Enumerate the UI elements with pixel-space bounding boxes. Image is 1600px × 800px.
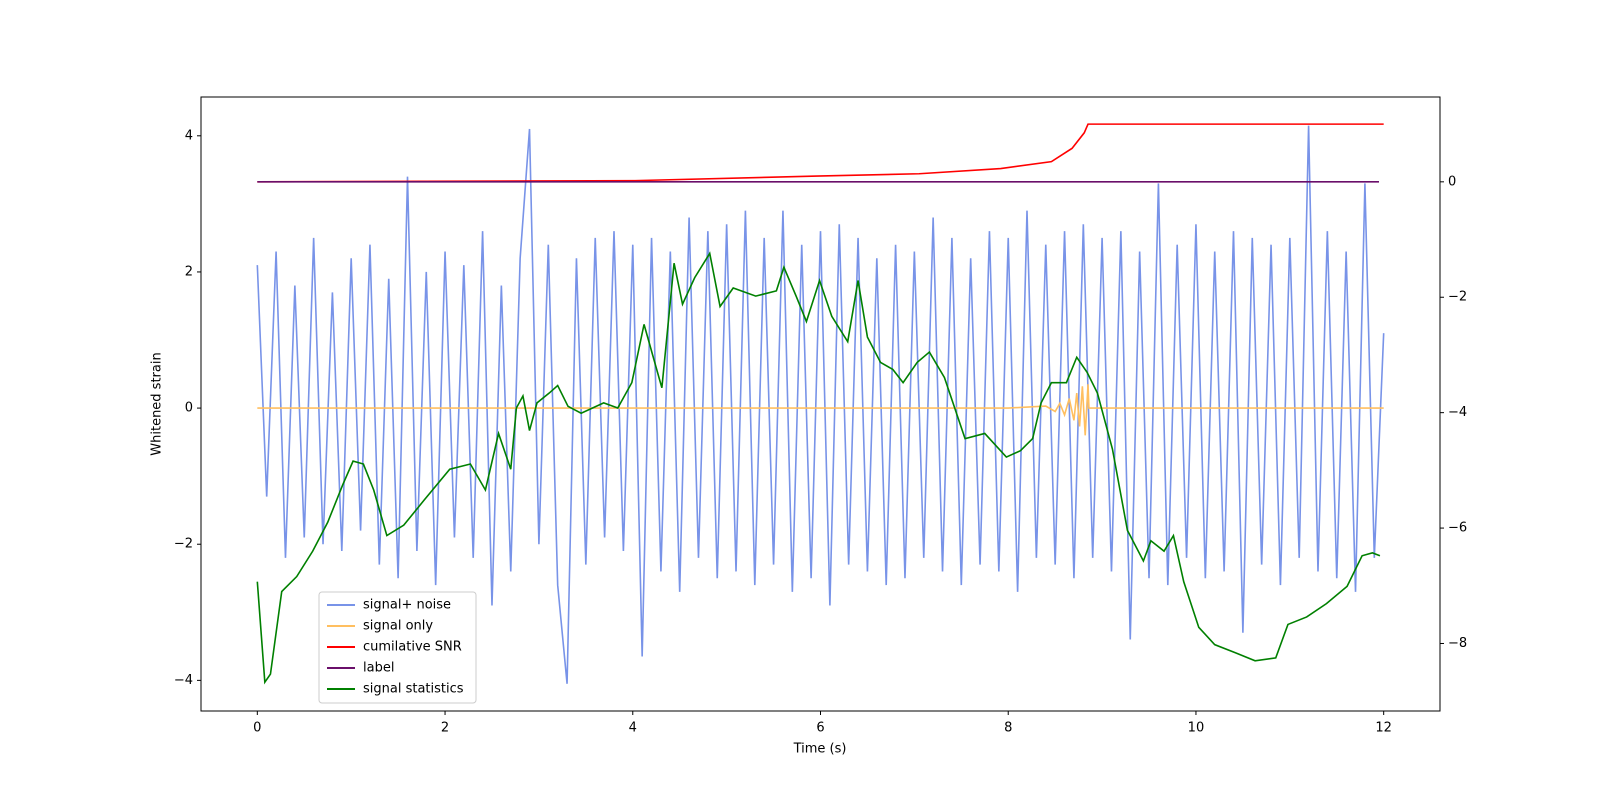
- legend-label: cumilative SNR: [363, 640, 462, 655]
- y-tick-label: −4: [174, 673, 193, 688]
- legend-box: [318, 591, 477, 704]
- x-tick-label: 12: [1375, 721, 1392, 736]
- y-tick-label: −2: [174, 537, 193, 552]
- x-tick-label: 8: [1004, 721, 1012, 736]
- series-line: [257, 384, 1384, 436]
- x-tick-label: 4: [629, 721, 637, 736]
- x-tick-label: 2: [441, 721, 449, 736]
- legend-label: signal only: [363, 619, 433, 634]
- y-axis-label: Whitened strain: [150, 352, 165, 455]
- series-line: [256, 251, 1381, 685]
- y2-tick-label: −2: [1448, 290, 1467, 305]
- legend-label: label: [363, 661, 394, 676]
- legend-label: signal statistics: [363, 682, 464, 697]
- series-line: [256, 125, 1385, 684]
- x-tick-label: 0: [253, 721, 261, 736]
- y2-tick-label: −4: [1448, 405, 1467, 420]
- x-axis-label: Time (s): [793, 742, 847, 757]
- y-tick-label: 2: [185, 264, 193, 279]
- legend-label: signal+ noise: [363, 598, 451, 613]
- y-tick-label: 0: [185, 401, 193, 416]
- y2-tick-label: −6: [1448, 521, 1467, 536]
- x-tick-label: 10: [1188, 721, 1205, 736]
- y2-tick-label: 0: [1448, 174, 1456, 189]
- y-tick-label: 4: [185, 128, 193, 143]
- y2-tick-label: −8: [1448, 636, 1467, 651]
- x-tick-label: 6: [816, 721, 824, 736]
- series-line: [257, 123, 1384, 183]
